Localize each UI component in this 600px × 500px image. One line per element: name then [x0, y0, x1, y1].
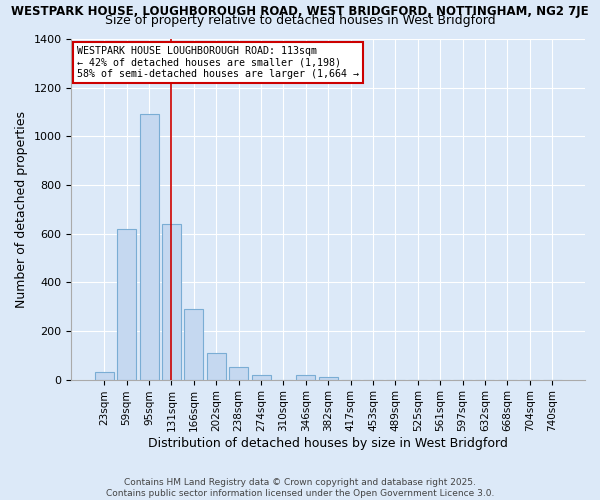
- Text: Size of property relative to detached houses in West Bridgford: Size of property relative to detached ho…: [104, 14, 496, 27]
- Bar: [184, 309, 203, 380]
- Text: WESTPARK HOUSE LOUGHBOROUGH ROAD: 113sqm
← 42% of detached houses are smaller (1: WESTPARK HOUSE LOUGHBOROUGH ROAD: 113sqm…: [77, 46, 359, 79]
- Bar: [319, 377, 338, 380]
- Bar: [296, 374, 316, 380]
- Y-axis label: Number of detached properties: Number of detached properties: [15, 111, 28, 308]
- Text: Contains HM Land Registry data © Crown copyright and database right 2025.
Contai: Contains HM Land Registry data © Crown c…: [106, 478, 494, 498]
- Bar: [162, 224, 181, 380]
- Bar: [117, 229, 136, 380]
- Bar: [207, 353, 226, 380]
- Bar: [140, 114, 158, 380]
- Bar: [251, 374, 271, 380]
- X-axis label: Distribution of detached houses by size in West Bridgford: Distribution of detached houses by size …: [148, 437, 508, 450]
- Bar: [229, 368, 248, 380]
- Bar: [95, 372, 114, 380]
- Text: WESTPARK HOUSE, LOUGHBOROUGH ROAD, WEST BRIDGFORD, NOTTINGHAM, NG2 7JE: WESTPARK HOUSE, LOUGHBOROUGH ROAD, WEST …: [11, 5, 589, 18]
